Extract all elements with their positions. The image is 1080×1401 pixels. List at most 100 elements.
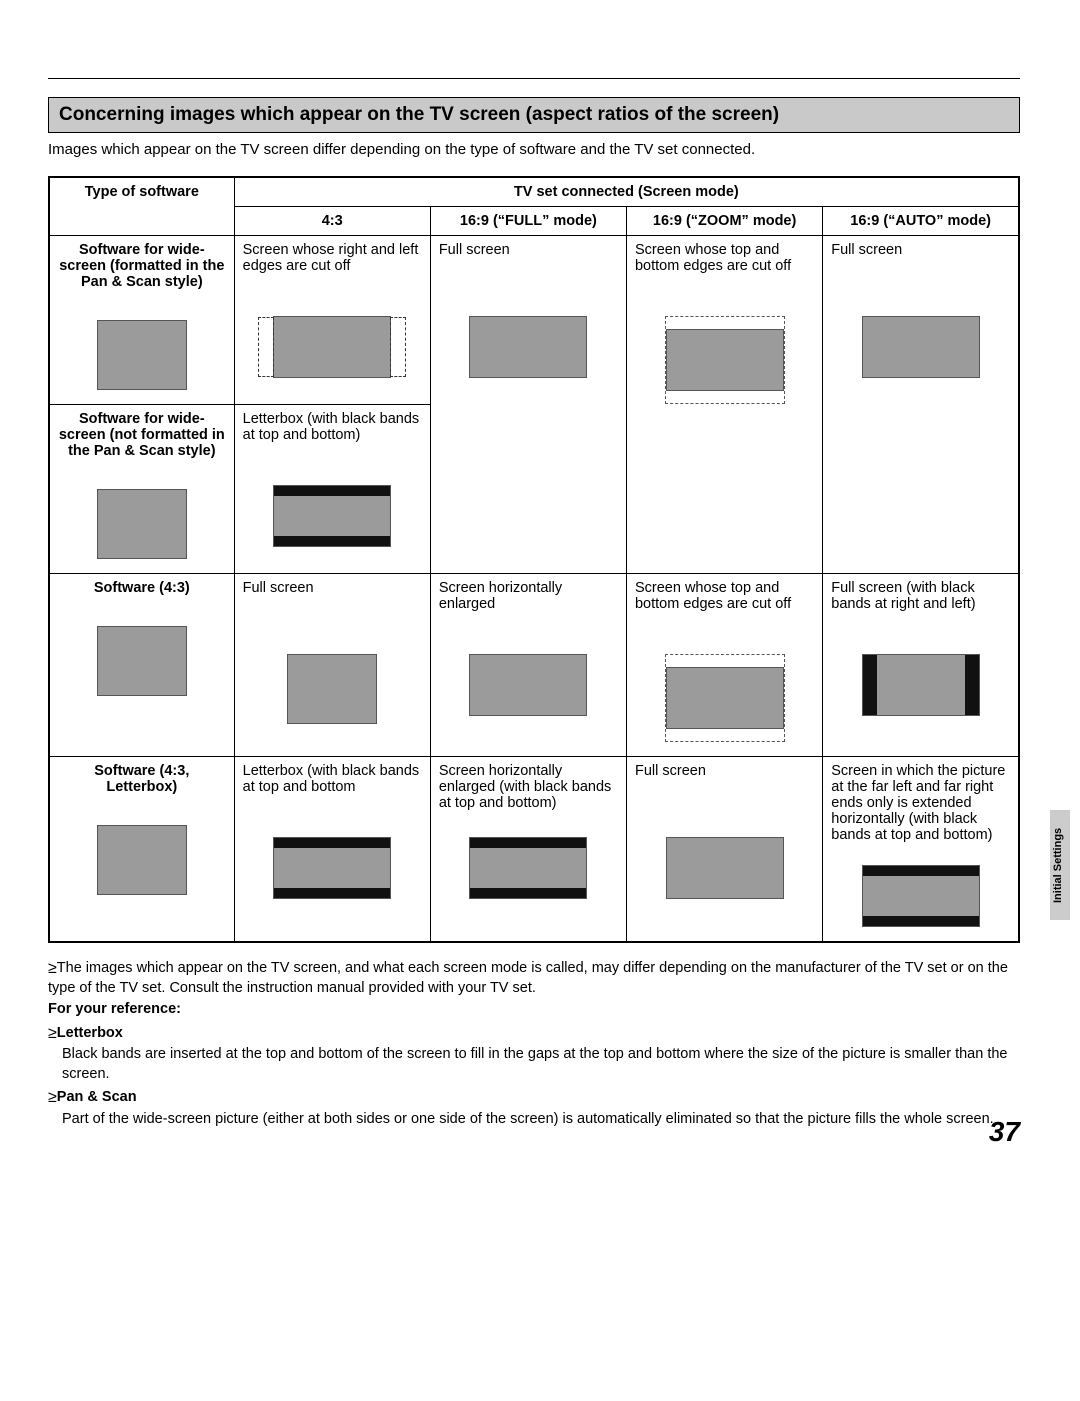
note-text: The images which appear on the TV screen… [48,960,1008,996]
side-tab-label: Initial Settings [1050,810,1070,920]
sample-thumb-icon [666,667,784,729]
ref-head-text: For your reference: [48,1001,181,1017]
thumb-wrap [635,316,814,404]
col-header-4-3: 4:3 [234,207,430,236]
page-number: 37 [989,1116,1020,1148]
col-header-zoom: 16:9 (“ZOOM” mode) [626,207,822,236]
sample-thumb-icon [287,654,377,724]
mode-cell: Screen in which the picture at the far l… [823,757,1019,943]
mode-cell: Full screen [823,236,1019,574]
thumb-wrap [635,837,814,899]
thumb-wrap [58,489,226,559]
software-label-cell: Software for wide-screen (not formatted … [49,405,234,574]
cell-desc: Full screen [439,242,618,294]
sample-thumb-icon [273,316,391,378]
thumb-wrap [831,316,1010,378]
cell-desc: Full screen [243,580,422,632]
software-label-cell: Software (4:3, Letterbox) [49,757,234,943]
table-row: Software for wide-screen (formatted in t… [49,236,1019,405]
thumb-wrap [243,654,422,724]
thumb-wrap [831,865,1010,927]
note-line: ≥Pan & Scan [48,1086,1020,1108]
cell-desc: Full screen [831,242,1010,294]
sample-thumb-icon [862,316,980,378]
mode-cell: Screen horizontally enlarged (with black… [430,757,626,943]
table-header-row-1: Type of software TV set connected (Scree… [49,177,1019,207]
col-header-auto: 16:9 (“AUTO” mode) [823,207,1019,236]
sample-thumb-icon [469,654,587,716]
thumb-wrap [243,316,422,378]
bullet-icon: ≥ [48,1025,57,1042]
sample-thumb-icon [273,837,391,899]
vcut-frame [665,316,785,404]
sample-thumb-icon [97,825,187,895]
mode-cell: Screen whose top and bottom edges are cu… [626,236,822,574]
thumb-wrap [831,654,1010,716]
software-label: Software (4:3) [58,580,226,596]
thumb-wrap [439,837,618,899]
sample-thumb-icon [273,485,391,547]
sample-thumb-icon [666,329,784,391]
mode-cell: Full screen [234,574,430,757]
intro-text: Images which appear on the TV screen dif… [48,141,1020,158]
bullet-icon: ≥ [48,960,57,977]
section-header: Concerning images which appear on the TV… [48,97,1020,133]
mode-cell: Screen horizontally enlarged [430,574,626,757]
software-label: Software for wide-screen (formatted in t… [58,242,226,290]
sample-thumb-icon [97,320,187,390]
sample-thumb-icon [469,837,587,899]
cell-desc: Screen horizontally enlarged (with black… [439,763,618,815]
aspect-ratio-table: Type of software TV set connected (Scree… [48,176,1020,943]
note-body: Black bands are inserted at the top and … [48,1045,1020,1084]
cell-desc: Screen whose top and bottom edges are cu… [635,580,814,632]
vcut-frame [665,654,785,742]
col-header-group: TV set connected (Screen mode) [234,177,1019,207]
sample-thumb-icon [862,654,980,716]
manual-page: Concerning images which appear on the TV… [0,0,1080,1172]
bullet-icon: ≥ [48,1089,57,1106]
sample-thumb-icon [862,865,980,927]
letterbox-head: Letterbox [57,1025,123,1041]
cell-desc: Screen horizontally enlarged [439,580,618,632]
mode-cell: Screen whose right and left edges are cu… [234,236,430,405]
panscan-head: Pan & Scan [57,1089,137,1105]
thumb-wrap [58,825,226,895]
col-header-software: Type of software [49,177,234,236]
software-label-cell: Software (4:3) [49,574,234,757]
thumb-wrap [58,626,226,696]
col-header-full: 16:9 (“FULL” mode) [430,207,626,236]
sample-thumb-icon [666,837,784,899]
cell-desc: Full screen (with black bands at right a… [831,580,1010,632]
mode-cell: Letterbox (with black bands at top and b… [234,757,430,943]
thumb-wrap [439,654,618,716]
top-rule [48,78,1020,79]
mode-cell: Letterbox (with black bands at top and b… [234,405,430,574]
note-ref-head: For your reference: [48,1000,1020,1020]
thumb-wrap [635,654,814,742]
mode-cell: Full screen [626,757,822,943]
cell-desc: Screen whose right and left edges are cu… [243,242,422,294]
thumb-wrap [58,320,226,390]
software-label: Software (4:3, Letterbox) [58,763,226,795]
table-row: Software (4:3) Full screen Screen horizo… [49,574,1019,757]
cell-desc: Letterbox (with black bands at top and b… [243,411,422,463]
note-line: ≥Letterbox [48,1022,1020,1044]
sample-thumb-icon [469,316,587,378]
thumb-wrap [243,485,422,547]
software-label-cell: Software for wide-screen (formatted in t… [49,236,234,405]
note-line: ≥The images which appear on the TV scree… [48,957,1020,998]
sample-thumb-icon [97,626,187,696]
note-body: Part of the wide-screen picture (either … [48,1110,1020,1130]
mode-cell: Full screen [430,236,626,574]
cell-desc: Full screen [635,763,814,815]
sample-thumb-icon [97,489,187,559]
thumb-wrap [439,316,618,378]
cell-desc: Letterbox (with black bands at top and b… [243,763,422,815]
cell-desc: Screen whose top and bottom edges are cu… [635,242,814,294]
notes-block: ≥The images which appear on the TV scree… [48,957,1020,1130]
cell-desc: Screen in which the picture at the far l… [831,763,1010,843]
software-label: Software for wide-screen (not formatted … [58,411,226,459]
thumb-wrap [243,837,422,899]
mode-cell: Screen whose top and bottom edges are cu… [626,574,822,757]
mode-cell: Full screen (with black bands at right a… [823,574,1019,757]
